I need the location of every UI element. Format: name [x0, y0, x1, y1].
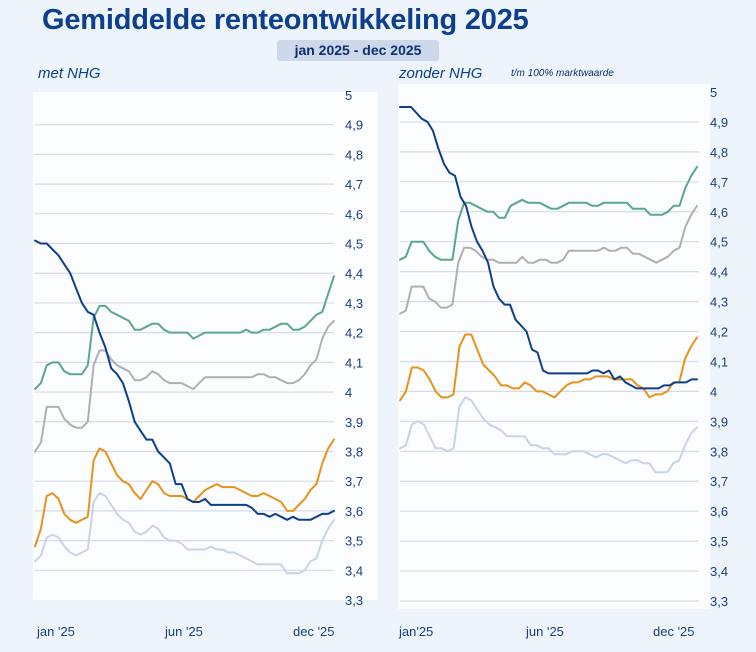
y-tick-label: 3,3 [345, 593, 363, 608]
series-light-blue-grey-line [34, 492, 335, 575]
series-grey-line [34, 319, 335, 453]
y-tick-label: 3,7 [710, 474, 728, 489]
chart-zonder-nhg: 5 4,9 4,8 4,7 4,6 4,5 4,4 4,3 4,2 4,1 4 3,9 3,8 3,7 3,… [398, 84, 728, 639]
y-tick-label: 4,8 [710, 145, 728, 160]
y-tick-label: 3,4 [345, 563, 363, 578]
date-range-badge: jan 2025 - dec 2025 [277, 40, 439, 61]
y-tick-label: 4,6 [345, 207, 363, 222]
y-tick-label: 5 [345, 88, 352, 103]
series-dark-blue-line [34, 239, 335, 521]
panel-label-zonder-nhg: zonder NHG [399, 65, 483, 82]
y-tick-label: 4,9 [345, 118, 363, 133]
y-tick-label: 4 [710, 384, 717, 399]
y-tick-label: 4,3 [710, 295, 728, 310]
x-tick-label: jan '25 [36, 624, 75, 639]
y-tick-label: 4,9 [710, 115, 728, 130]
page-title: Gemiddelde renteontwikkeling 2025 [42, 4, 529, 36]
y-tick-label: 3,8 [710, 444, 728, 459]
series-light-blue-grey-line [399, 396, 698, 474]
series-orange-line [34, 438, 335, 548]
panel-label-met-nhg: met NHG [38, 65, 101, 82]
x-tick-label: jun '25 [164, 624, 203, 639]
y-tick-label: 4,5 [345, 237, 363, 252]
y-tick-label: 4,4 [345, 266, 363, 281]
x-tick-label: jan'25 [398, 624, 433, 639]
y-tick-label: 4,7 [710, 175, 728, 190]
y-tick-label: 4,5 [710, 235, 728, 250]
y-tick-label: 3,7 [345, 474, 363, 489]
plot-background [398, 84, 710, 609]
y-tick-label: 4 [345, 385, 352, 400]
y-tick-label: 4,7 [345, 177, 363, 192]
y-tick-label: 4,4 [710, 265, 728, 280]
y-tick-label: 3,9 [710, 414, 728, 429]
x-tick-label: dec '25 [293, 624, 335, 639]
series-dark-blue-line [399, 106, 698, 390]
y-tick-label: 4,3 [345, 296, 363, 311]
y-tick-label: 3,5 [710, 534, 728, 549]
y-tick-label: 3,6 [345, 504, 363, 519]
y-tick-label: 3,8 [345, 444, 363, 459]
y-tick-label: 4,8 [345, 147, 363, 162]
panel-note-marktwaarde: t/m 100% marktwaarde [511, 68, 614, 79]
y-tick-label: 3,3 [710, 594, 728, 609]
series-green-line [399, 165, 698, 261]
y-tick-label: 5 [710, 85, 717, 100]
chart-met-nhg: 5 4,9 4,8 4,7 4,6 4,5 4,4 4,3 4,2 4,1 4 3,9 3,8 3,7 3,… [33, 88, 378, 639]
y-tick-label: 3,6 [710, 504, 728, 519]
x-tick-label: dec '25 [653, 624, 695, 639]
y-tick-label: 4,2 [710, 325, 728, 340]
series-green-line [34, 275, 335, 391]
y-tick-label: 4,1 [710, 354, 728, 369]
series-grey-line [399, 204, 698, 315]
y-tick-label: 3,4 [710, 564, 728, 579]
y-tick-label: 4,6 [710, 205, 728, 220]
y-tick-label: 4,2 [345, 326, 363, 341]
x-tick-label: jun '25 [525, 624, 564, 639]
y-tick-label: 4,1 [345, 355, 363, 370]
y-tick-label: 3,9 [345, 415, 363, 430]
y-tick-label: 3,5 [345, 534, 363, 549]
series-orange-line [399, 333, 698, 402]
plot-background [33, 92, 378, 600]
